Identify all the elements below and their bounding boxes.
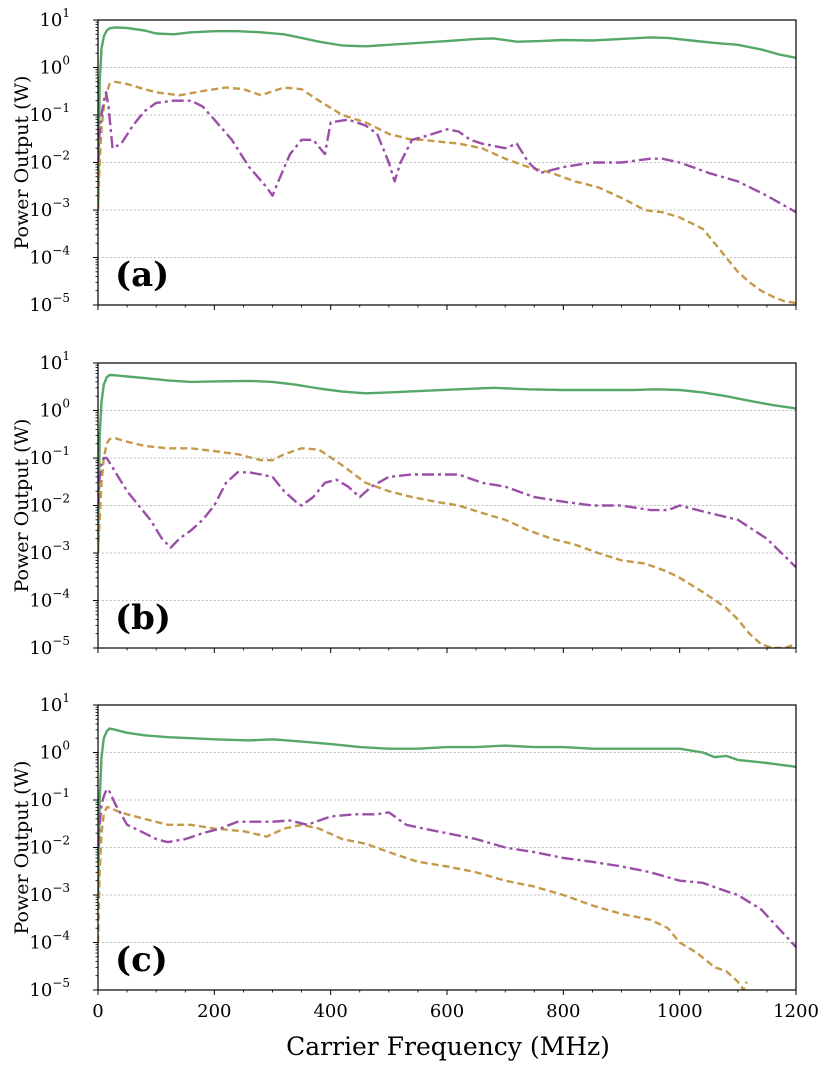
- y-axis-label: Power Output (W): [11, 76, 33, 250]
- y-tick-exponent: −4: [52, 244, 70, 258]
- y-tick-exponent: 0: [62, 54, 70, 68]
- y-tick-exponent: −1: [52, 101, 70, 115]
- y-tick-exponent: 1: [62, 349, 70, 363]
- y-tick-label: 10−3: [29, 196, 70, 221]
- y-tick-label: 10−1: [29, 786, 70, 811]
- panel-label: (b): [115, 598, 171, 638]
- y-tick-label: 100: [39, 739, 70, 764]
- y-tick-exponent: −5: [52, 634, 70, 648]
- y-tick-label: 10−1: [29, 101, 70, 126]
- y-axis-label: Power Output (W): [11, 761, 33, 935]
- y-tick-exponent: −1: [52, 444, 70, 458]
- y-tick-label: 10−3: [29, 539, 70, 564]
- y-tick-exponent: −1: [52, 786, 70, 800]
- series-line-orange-dashed: [98, 806, 748, 990]
- x-tick-label: 200: [197, 1001, 231, 1022]
- y-tick-exponent: −5: [52, 976, 70, 990]
- x-tick-label: 1000: [657, 1001, 703, 1022]
- series-line-green-solid: [98, 26, 796, 211]
- y-axis-label: Power Output (W): [11, 419, 33, 593]
- y-tick-exponent: −4: [52, 587, 70, 601]
- y-tick-label: 10−2: [29, 492, 70, 517]
- series-line-green-solid: [98, 373, 796, 554]
- x-tick-label: 1200: [773, 1001, 819, 1022]
- x-tick-label: 0: [92, 1001, 103, 1022]
- series-line-purple-dashdot: [98, 456, 796, 569]
- series-line-purple-dashdot: [98, 91, 796, 214]
- y-tick-exponent: −3: [52, 539, 70, 553]
- y-tick-label: 10−3: [29, 881, 70, 906]
- y-tick-label: 10−5: [29, 976, 70, 1001]
- y-tick-exponent: 1: [62, 691, 70, 705]
- y-tick-exponent: −2: [52, 149, 70, 163]
- y-tick-label: 10−4: [29, 929, 70, 954]
- y-tick-exponent: 1: [62, 6, 70, 20]
- panel-label: (a): [115, 255, 169, 295]
- panel-label: (c): [115, 940, 168, 980]
- y-tick-exponent: −2: [52, 492, 70, 506]
- y-tick-label: 100: [39, 54, 70, 79]
- y-tick-label: 10−2: [29, 834, 70, 859]
- y-tick-label: 10−2: [29, 149, 70, 174]
- series-line-orange-dashed: [98, 80, 796, 305]
- y-tick-exponent: 0: [62, 739, 70, 753]
- y-tick-label: 100: [39, 397, 70, 422]
- y-tick-label: 101: [39, 691, 70, 716]
- series-line-purple-dashdot: [98, 787, 796, 948]
- y-tick-exponent: −5: [52, 291, 70, 305]
- y-tick-exponent: 0: [62, 397, 70, 411]
- y-tick-exponent: −3: [52, 881, 70, 895]
- x-axis-label: Carrier Frequency (MHz): [286, 1032, 610, 1061]
- y-tick-exponent: −2: [52, 834, 70, 848]
- y-tick-label: 10−4: [29, 587, 70, 612]
- y-tick-label: 10−1: [29, 444, 70, 469]
- y-tick-exponent: −3: [52, 196, 70, 210]
- y-tick-label: 10−4: [29, 244, 70, 269]
- y-tick-exponent: −4: [52, 929, 70, 943]
- y-tick-label: 101: [39, 6, 70, 31]
- y-tick-label: 101: [39, 349, 70, 374]
- x-tick-label: 600: [430, 1001, 464, 1022]
- series-line-green-solid: [98, 727, 796, 896]
- x-tick-label: 400: [313, 1001, 347, 1022]
- series-line-orange-dashed: [98, 437, 796, 648]
- x-tick-label: 800: [546, 1001, 580, 1022]
- y-tick-label: 10−5: [29, 634, 70, 659]
- y-tick-label: 10−5: [29, 291, 70, 316]
